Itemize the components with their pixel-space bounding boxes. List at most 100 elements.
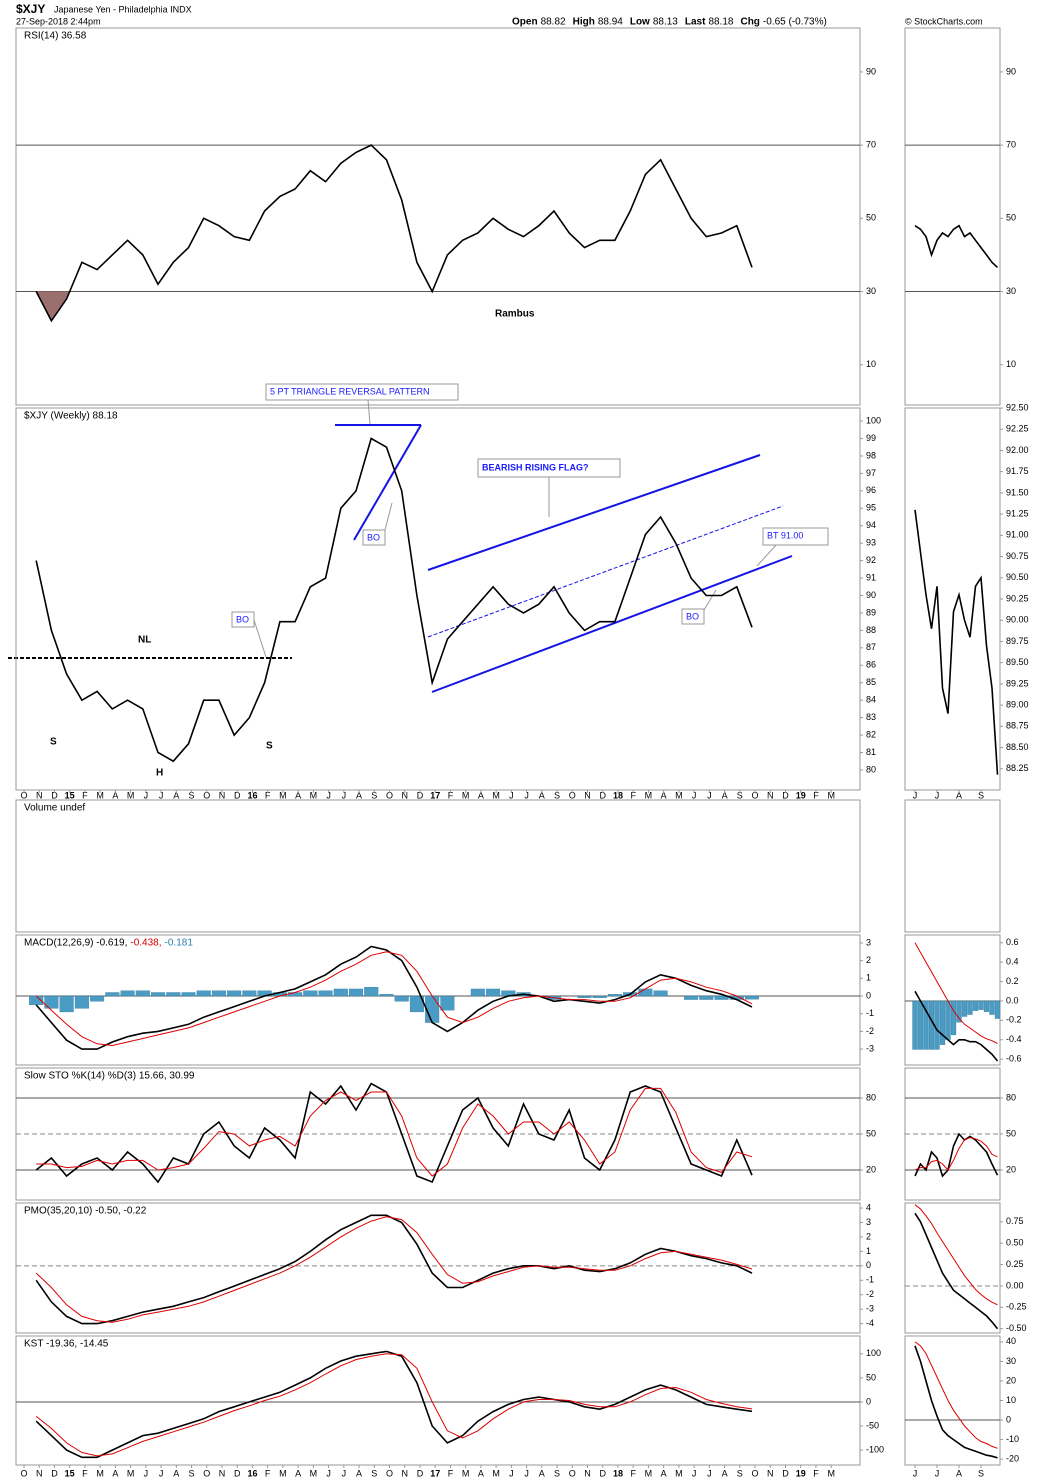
x-tick-label: N bbox=[36, 790, 43, 800]
y-tick-label: 70 bbox=[1006, 140, 1016, 150]
annotation: S bbox=[50, 737, 57, 748]
x-tick-label: S bbox=[978, 790, 984, 800]
y-tick-label: 10 bbox=[866, 359, 876, 369]
histogram-bar bbox=[917, 1000, 924, 1050]
y-tick-label: 97 bbox=[866, 468, 876, 478]
y-tick-label: 91.25 bbox=[1006, 508, 1029, 518]
histogram-bar bbox=[923, 1000, 929, 1050]
y-tick-label: 3 bbox=[866, 1217, 871, 1227]
histogram-bar bbox=[638, 988, 653, 997]
histogram-bar bbox=[928, 1000, 935, 1050]
y-tick-label: 96 bbox=[866, 485, 876, 495]
x-tick-label: F bbox=[265, 1468, 271, 1478]
quote-label: Open bbox=[512, 17, 538, 28]
x-tick-label: A bbox=[356, 1468, 362, 1478]
annotation: S bbox=[266, 741, 273, 752]
y-tick-label: -0.4 bbox=[1006, 1034, 1022, 1044]
y-tick-label: 50 bbox=[1006, 213, 1016, 223]
x-tick-label: M bbox=[127, 1468, 135, 1478]
x-tick-label: A bbox=[295, 1468, 301, 1478]
x-tick-label: S bbox=[978, 1468, 984, 1478]
panel-title: $XJY (Weekly) 88.18 bbox=[24, 411, 118, 422]
x-tick-label: S bbox=[371, 1468, 377, 1478]
series-line bbox=[35, 1214, 753, 1325]
y-tick-label: -50 bbox=[866, 1420, 879, 1430]
panel-title: KST -19.36, -14.45 bbox=[24, 1339, 109, 1350]
y-tick-label: 50 bbox=[866, 213, 876, 223]
y-tick-label: 81 bbox=[866, 747, 876, 757]
histogram-bar bbox=[961, 1000, 968, 1017]
x-tick-label: D bbox=[234, 790, 241, 800]
instrument-name: Japanese Yen - Philadelphia INDX bbox=[54, 4, 192, 14]
annotation: BEARISH RISING FLAG? bbox=[482, 462, 589, 472]
y-tick-label: -3 bbox=[866, 1304, 874, 1314]
y-tick-label: 84 bbox=[866, 695, 876, 705]
series-line bbox=[35, 437, 753, 763]
quote-value: 88.18 bbox=[708, 17, 733, 28]
histogram-bar bbox=[653, 990, 668, 997]
y-tick-label: -20 bbox=[1006, 1454, 1019, 1464]
x-tick-label: F bbox=[630, 790, 636, 800]
x-tick-label: M bbox=[279, 790, 287, 800]
x-tick-label: M bbox=[96, 790, 104, 800]
histogram-bar bbox=[59, 995, 74, 1013]
y-tick-label: 90 bbox=[866, 66, 876, 76]
y-tick-label: 4 bbox=[866, 1202, 871, 1212]
x-tick-label: J bbox=[159, 1468, 164, 1478]
quote-value: 88.13 bbox=[653, 17, 678, 28]
y-tick-label: -0.25 bbox=[1006, 1302, 1027, 1312]
series-line bbox=[914, 942, 998, 1044]
histogram-bar bbox=[135, 990, 150, 997]
x-tick-label: M bbox=[310, 1468, 318, 1478]
y-tick-label: 0 bbox=[866, 1396, 871, 1406]
x-tick-label: S bbox=[554, 1468, 560, 1478]
histogram-bar bbox=[744, 995, 759, 1000]
y-tick-label: -100 bbox=[866, 1444, 884, 1454]
y-tick-label: 2 bbox=[866, 955, 871, 965]
x-tick-label: J bbox=[524, 790, 529, 800]
x-tick-label: D bbox=[599, 1468, 606, 1478]
panel-frame bbox=[15, 1202, 861, 1334]
histogram-bar bbox=[90, 995, 105, 1002]
histogram-bar bbox=[699, 995, 714, 1000]
x-tick-label: J bbox=[342, 1468, 347, 1478]
histogram-bar bbox=[227, 990, 242, 997]
y-tick-label: 90.25 bbox=[1006, 593, 1029, 603]
x-tick-label: N bbox=[402, 790, 409, 800]
x-tick-label: N bbox=[219, 1468, 226, 1478]
y-tick-label: 91.00 bbox=[1006, 530, 1029, 540]
series-line bbox=[914, 224, 999, 268]
y-tick-label: 90 bbox=[866, 590, 876, 600]
y-tick-label: 0.2 bbox=[1006, 976, 1019, 986]
x-tick-label: 15 bbox=[65, 1468, 75, 1478]
x-tick-label: A bbox=[478, 790, 484, 800]
y-tick-label: 0 bbox=[866, 1260, 871, 1270]
series-line bbox=[914, 1132, 999, 1178]
x-tick-label: J bbox=[935, 1468, 940, 1478]
x-tick-label: D bbox=[234, 1468, 241, 1478]
histogram-bar bbox=[379, 994, 394, 997]
panel-frame bbox=[15, 934, 861, 1066]
x-tick-label: D bbox=[417, 1468, 424, 1478]
x-tick-label: A bbox=[295, 790, 301, 800]
x-tick-label: M bbox=[675, 790, 683, 800]
x-tick-label: N bbox=[219, 790, 226, 800]
y-tick-label: 100 bbox=[866, 1348, 881, 1358]
x-tick-label: S bbox=[189, 1468, 195, 1478]
x-tick-label: F bbox=[813, 790, 819, 800]
series-line bbox=[914, 1212, 999, 1330]
x-tick-label: A bbox=[478, 1468, 484, 1478]
panel-frame bbox=[15, 1335, 861, 1466]
x-tick-label: S bbox=[737, 790, 743, 800]
x-tick-label: J bbox=[692, 790, 697, 800]
oversold-area bbox=[36, 291, 752, 321]
x-tick-label: J bbox=[159, 790, 164, 800]
histogram-bar bbox=[440, 995, 455, 1011]
x-tick-label: N bbox=[584, 1468, 591, 1478]
x-tick-label: M bbox=[675, 1468, 683, 1478]
histogram-bar bbox=[967, 1000, 973, 1015]
x-tick-label: F bbox=[448, 1468, 454, 1478]
x-tick-label: J bbox=[692, 1468, 697, 1478]
x-tick-label: F bbox=[813, 1468, 819, 1478]
histogram-bar bbox=[333, 988, 348, 997]
